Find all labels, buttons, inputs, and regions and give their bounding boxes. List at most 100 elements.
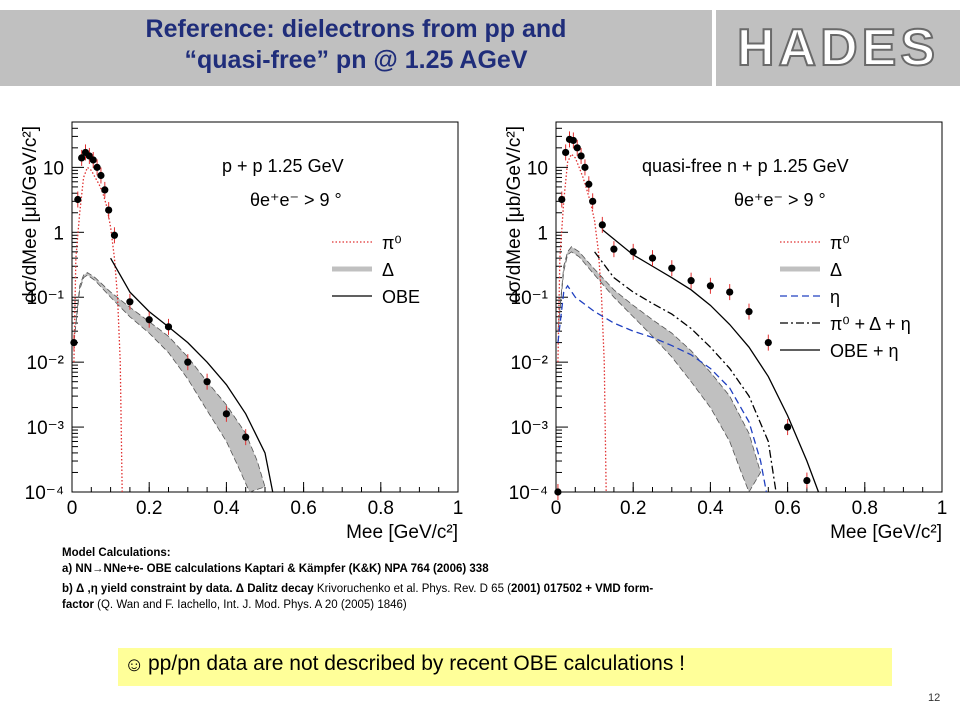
pn-x-tick-label: 0.6 (774, 498, 800, 519)
pn-data-point (577, 152, 585, 160)
title-line-2: “quasi-free” pn @ 1.25 AGeV (184, 46, 528, 74)
pp-legend-label: OBE (382, 287, 420, 307)
pp-data-point (70, 339, 78, 347)
pn-data-point (573, 144, 581, 152)
pn-data-point (726, 288, 734, 296)
pp-curve (73, 166, 123, 493)
pn-data-point (610, 245, 618, 253)
logo-box (716, 10, 960, 86)
pp-data-point (93, 163, 101, 171)
pn-legend-label: OBE + η (830, 341, 899, 361)
pp-x-tick-label: 0.2 (136, 498, 162, 519)
pp-y-tick-label: 10⁻¹ (27, 288, 65, 309)
pn-data-point (687, 277, 695, 285)
pp-y-tick-label: 10⁻³ (27, 418, 65, 439)
pp-y-tick-label: 10 (43, 158, 64, 179)
pn-data-point (629, 248, 637, 256)
pp-data-point (110, 231, 119, 239)
pn-annotation-cut: θe⁺e⁻ > 9 ° (734, 190, 826, 210)
pn-data-point (581, 163, 589, 171)
pn-data-point (562, 148, 570, 157)
pn-y-tick-label: 10⁻⁴ (509, 483, 548, 504)
pn-curve (594, 251, 777, 493)
pn-x-axis-label: Mee [GeV/c²] (830, 522, 942, 543)
pp-x-tick-label: 1 (453, 498, 464, 519)
pn-delta-band (557, 246, 762, 493)
pn-x-tick-label: 0.2 (620, 498, 646, 519)
pn-x-tick-label: 1 (937, 498, 948, 519)
title-bar (0, 10, 712, 86)
smiley-icon: ☺ (124, 654, 145, 676)
pn-y-tick-label: 10⁻² (511, 353, 549, 374)
pn-legend-label: π⁰ (830, 233, 850, 253)
pn-data-point (569, 136, 577, 145)
pn-y-axis-label: dσ/dMee [μb/GeV/c²] (504, 126, 525, 303)
pn-x-tick-label: 0.8 (852, 498, 878, 519)
pp-annotation-energy: p + p 1.25 GeV (222, 156, 344, 176)
pp-x-tick-label: 0.4 (213, 498, 240, 519)
pp-x-tick-label: 0.6 (290, 498, 316, 519)
notes-line-b-year: 2001 (511, 583, 537, 595)
pn-y-tick-label: 10⁻³ (511, 418, 549, 439)
pn-y-tick-label: 1 (537, 223, 548, 244)
notes-line-b-rest: Krivoruchenko et al. Phys. Rev. D 65 ( (313, 583, 511, 595)
pp-data-point (97, 171, 105, 180)
pp-data-point (105, 206, 113, 214)
pp-data-point (126, 298, 134, 306)
pp-x-tick-label: 0.8 (368, 498, 394, 519)
pn-data-point (585, 180, 593, 188)
pp-y-axis-label: dσ/dMee [μb/GeV/c²] (20, 126, 41, 303)
pp-y-tick-label: 10⁻² (27, 353, 65, 374)
conclusion-box (118, 648, 892, 686)
pn-legend-label: Δ (830, 260, 842, 280)
pn-data-point (648, 254, 657, 262)
pp-x-axis-label: Mee [GeV/c²] (346, 522, 458, 543)
pp-data-point (89, 156, 97, 164)
model-notes: Model Calculations: a) NN→NNe+e- OBE cal… (62, 545, 902, 613)
pn-data-point (668, 264, 676, 272)
pp-delta-band (73, 272, 266, 493)
title-line-1: Reference: dielectrons from pp and (145, 15, 567, 43)
pn-data-point (598, 221, 606, 229)
pn-x-tick-label: 0.4 (697, 498, 724, 519)
pp-x-tick-label: 0 (67, 498, 78, 519)
pp-data-point (101, 186, 109, 194)
notes-heading: Model Calculations: (62, 547, 171, 559)
pp-data-point (184, 358, 192, 366)
pp-spectrum-plot: 0 0.2 0.4 0.6 0.8 1 10 1 10⁻¹ 10⁻² 10⁻³ 10⁻⁴ Mee [Ge… (20, 121, 464, 543)
pn-data-point (558, 195, 566, 204)
pn-y-tick-label: 10⁻¹ (511, 288, 549, 309)
pp-data-point (78, 154, 86, 162)
page-number: 12 (928, 692, 941, 704)
pp-legend-label: Δ (382, 260, 394, 280)
pp-annotation-cut: θe⁺e⁻ > 9 ° (250, 190, 342, 210)
hades-logo: HADES (736, 18, 940, 78)
slide-title: Reference: dielectrons from pp and “quas… (0, 14, 712, 76)
notes-line-b-bold: b) Δ ,η yield constraint by data. Δ Dali… (62, 583, 314, 595)
pp-legend-label: π⁰ (382, 233, 402, 253)
pn-x-tick-label: 0 (551, 498, 562, 519)
pn-y-tick-label: 10 (527, 158, 548, 179)
pn-legend-label: η (830, 287, 840, 307)
pn-data-point (554, 488, 562, 496)
pp-data-point (203, 378, 211, 386)
pn-data-point (803, 476, 811, 485)
pp-curve (110, 257, 274, 493)
notes-line-b2-rest: (Q. Wan and F. Iachello, Int. J. Mod. Ph… (93, 599, 407, 611)
pn-annotation-energy: quasi-free n + p 1.25 GeV (642, 156, 849, 176)
notes-line-b-end: ) 017502 + VMD form- (536, 583, 654, 595)
pp-data-point (74, 195, 82, 204)
conclusion-text: pp/pn data are not described by recent O… (148, 652, 685, 675)
pn-legend-label: π⁰ + Δ + η (830, 314, 911, 334)
notes-line-b2-bold: factor (62, 599, 94, 611)
pn-data-point (706, 282, 714, 290)
pp-data-point (145, 316, 153, 324)
pn-spectrum-plot: 0 0.2 0.4 0.6 0.8 1 10 1 10⁻¹ 10⁻² 10⁻³ 10⁻⁴ Mee [Ge… (504, 121, 948, 543)
notes-line-a: a) NN→NNe+e- OBE calculations Kaptari & … (62, 563, 489, 575)
pp-y-tick-label: 10⁻⁴ (25, 483, 64, 504)
pp-data-point (242, 433, 250, 441)
pn-curve (601, 229, 820, 493)
pn-data-point (764, 339, 772, 347)
pp-y-tick-label: 1 (53, 223, 64, 244)
pp-data-point (222, 410, 230, 418)
